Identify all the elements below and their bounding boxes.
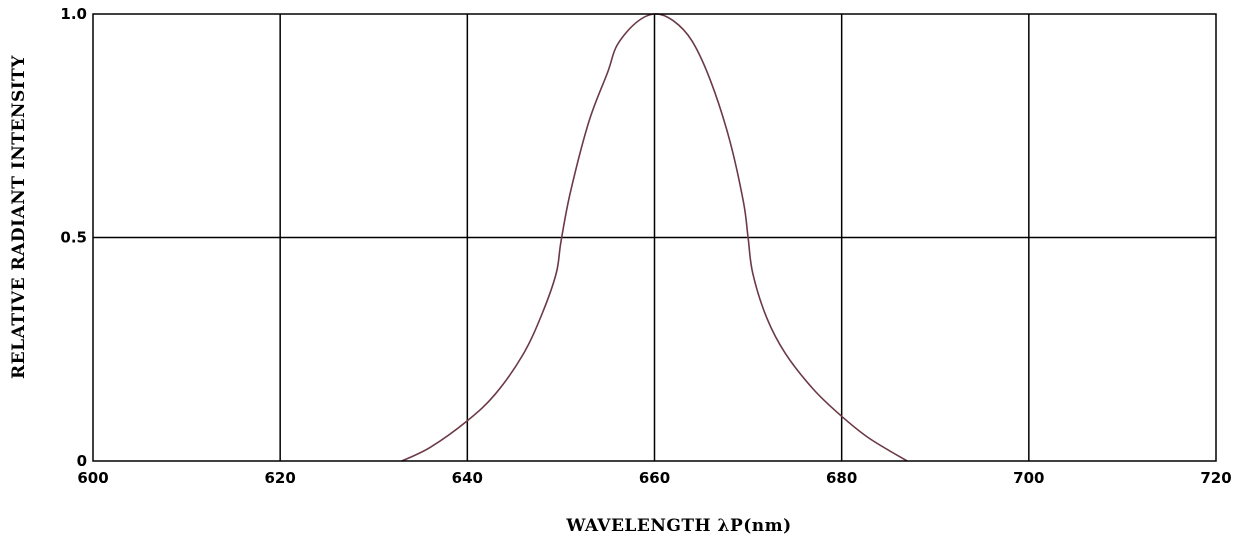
x-tick-label: 620 xyxy=(265,469,296,487)
x-tick-label: 680 xyxy=(826,469,857,487)
x-tick-label: 720 xyxy=(1200,469,1231,487)
x-tick-label: 660 xyxy=(639,469,670,487)
grid xyxy=(93,14,1216,461)
plot-frame xyxy=(92,13,1217,462)
y-axis-label: RELATIVE RADIANT INTENSITY xyxy=(9,55,29,379)
x-tick-label: 600 xyxy=(77,469,108,487)
y-tick-label: 1.0 xyxy=(60,5,87,23)
x-axis-ticks: 600 620 640 660 680 700 720 xyxy=(77,469,1231,487)
y-tick-label: 0 xyxy=(77,452,87,470)
y-axis-ticks: 0 0.5 1.0 xyxy=(60,5,87,470)
y-tick-label: 0.5 xyxy=(60,229,87,247)
x-axis-label: WAVELENGTH λP(nm) xyxy=(565,516,791,536)
x-tick-label: 700 xyxy=(1013,469,1044,487)
x-tick-label: 640 xyxy=(452,469,483,487)
